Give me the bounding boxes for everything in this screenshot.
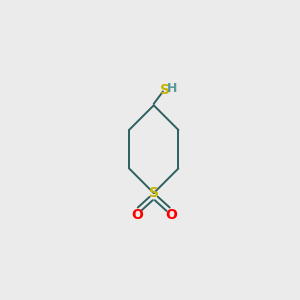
Text: S: S	[149, 186, 159, 200]
Text: O: O	[131, 208, 143, 222]
Text: S: S	[160, 83, 170, 97]
Text: H: H	[167, 82, 177, 95]
Text: O: O	[165, 208, 177, 222]
